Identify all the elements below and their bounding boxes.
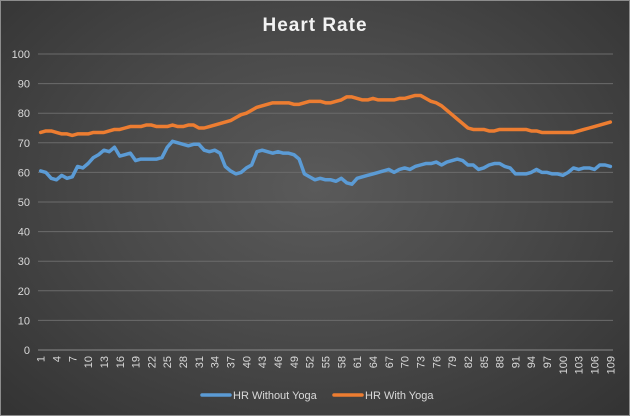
legend: HR Without Yoga HR With Yoga — [200, 390, 434, 402]
x-tick-label: 31 — [194, 356, 206, 368]
legend-label: HR Without Yoga — [233, 390, 318, 402]
x-tick-label: 61 — [352, 356, 364, 368]
x-tick-label: 7 — [67, 356, 79, 362]
x-tick-label: 49 — [289, 356, 301, 368]
y-tick-label: 100 — [12, 49, 30, 61]
x-tick-label: 85 — [479, 356, 491, 368]
gridlines — [38, 53, 613, 351]
x-tick-label: 64 — [368, 356, 380, 368]
x-tick-label: 76 — [431, 356, 443, 368]
y-tick-label: 20 — [18, 286, 30, 298]
x-tick-label: 13 — [99, 356, 111, 368]
y-tick-label: 70 — [18, 138, 30, 150]
x-tick-label: 109 — [605, 356, 617, 374]
x-tick-label: 103 — [574, 356, 586, 374]
chart-title: Heart Rate — [262, 15, 367, 36]
x-tick-label: 28 — [178, 356, 190, 368]
x-tick-label: 46 — [273, 356, 285, 368]
x-tick-label: 97 — [542, 356, 554, 368]
y-tick-label: 10 — [18, 315, 30, 327]
x-tick-label: 10 — [83, 356, 95, 368]
x-tick-label: 16 — [115, 356, 127, 368]
x-tick-label: 106 — [590, 356, 602, 374]
y-tick-label: 80 — [18, 108, 30, 120]
series-line-hr-with-yoga — [38, 93, 613, 138]
x-tick-label: 43 — [257, 356, 269, 368]
x-tick-label: 22 — [146, 356, 158, 368]
x-tick-label: 40 — [241, 356, 253, 368]
x-tick-label: 37 — [226, 356, 238, 368]
y-tick-label: 50 — [18, 197, 30, 209]
y-tick-label: 30 — [18, 256, 30, 268]
x-tick-label: 19 — [131, 356, 143, 368]
x-tick-label: 52 — [305, 356, 317, 368]
legend-label: HR With Yoga — [365, 390, 434, 402]
x-tick-label: 1 — [36, 356, 48, 362]
y-tick-label: 60 — [18, 167, 30, 179]
y-tick-label: 40 — [18, 227, 30, 239]
x-tick-label: 94 — [526, 356, 538, 368]
x-tick-label: 70 — [400, 356, 412, 368]
y-tick-label: 90 — [18, 79, 30, 91]
x-tick-label: 88 — [495, 356, 507, 368]
x-tick-label: 67 — [384, 356, 396, 368]
y-tick-label: 0 — [24, 345, 30, 357]
x-axis-ticks: 1 4 7 10 13 16 19 22 25 28 31 34 37 40 43 46 49 52 55 58 61 6… — [36, 356, 618, 374]
x-tick-label: 100 — [558, 356, 570, 374]
series-line-hr-without-yoga — [38, 139, 613, 186]
x-tick-label: 25 — [162, 356, 174, 368]
x-tick-label: 91 — [510, 356, 522, 368]
x-tick-label: 4 — [51, 356, 63, 362]
x-tick-label: 55 — [321, 356, 333, 368]
series-lines — [38, 93, 613, 186]
x-tick-label: 58 — [336, 356, 348, 368]
y-axis-ticks: 0 10 20 30 40 50 60 70 80 90 100 — [12, 49, 30, 357]
x-tick-label: 73 — [415, 356, 427, 368]
x-tick-label: 34 — [210, 356, 222, 368]
x-tick-label: 82 — [463, 356, 475, 368]
x-tick-label: 79 — [447, 356, 459, 368]
